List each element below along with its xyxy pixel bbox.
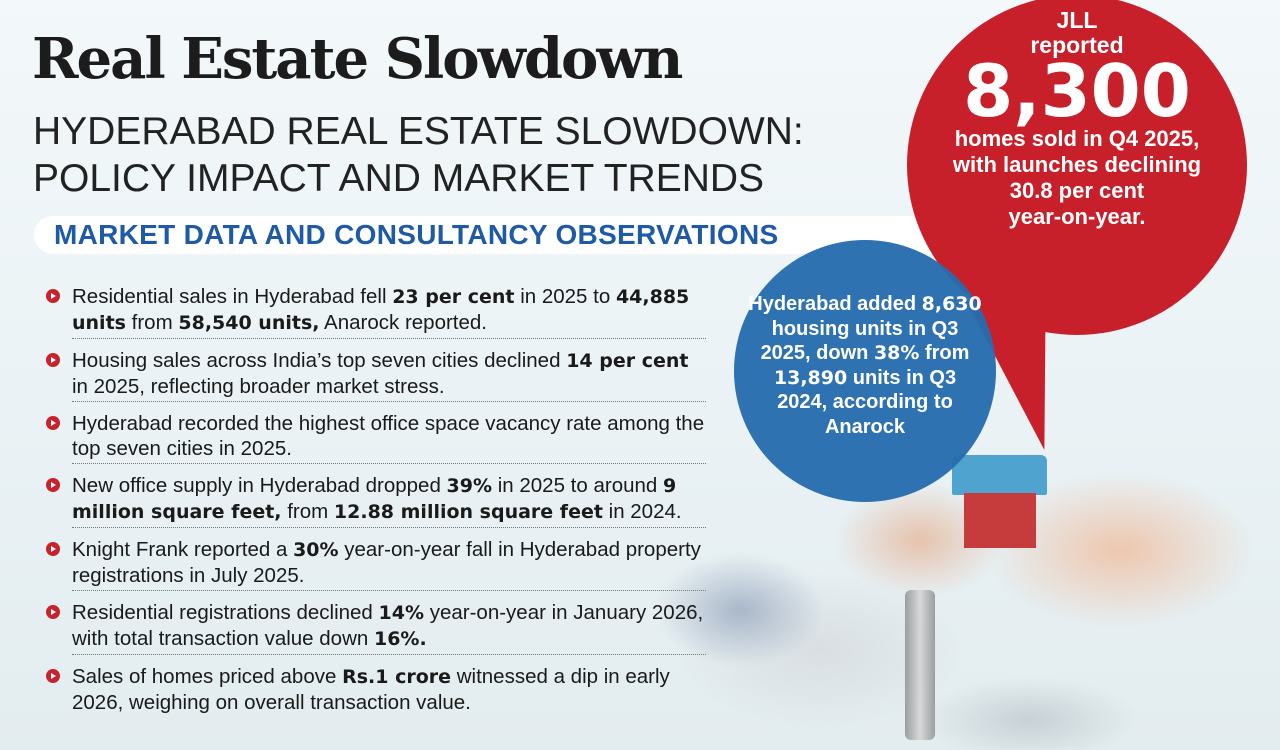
list-item: Residential registrations declined 14% y…	[46, 600, 706, 655]
text-segment: from	[919, 342, 970, 364]
text-segment: Knight Frank reported a	[72, 538, 294, 561]
highlight-text: 44,885 units	[72, 286, 690, 334]
dotted-divider	[72, 463, 706, 464]
highlight-text: 23 per cent	[392, 286, 515, 308]
bullet-arrow-icon	[46, 669, 60, 683]
text-segment: from	[125, 311, 179, 334]
bullet-arrow-icon	[46, 416, 60, 430]
red-bubble-line-1: JLL	[1056, 7, 1098, 33]
text-segment: from	[281, 500, 334, 523]
text-segment: units in Q3 2024, according to Anarock	[777, 366, 957, 438]
red-stat-bubble	[907, 0, 1247, 335]
subtitle-line-1: HYDERABAD REAL ESTATE SLOWDOWN:	[33, 110, 804, 153]
highlight-text: 38%	[873, 342, 920, 364]
bullet-arrow-icon	[46, 478, 60, 492]
text-segment: year-on-year fall in Hyderabad property …	[72, 538, 701, 587]
dotted-divider	[72, 527, 706, 528]
text-segment: housing units in Q3 2025, down	[760, 317, 959, 365]
highlight-text: 12.88 million square feet	[333, 501, 603, 523]
bullet-arrow-icon	[46, 542, 60, 556]
page-title: Real Estate Slowdown	[32, 26, 683, 92]
dotted-divider	[72, 401, 706, 402]
blue-stat-bubble	[734, 240, 996, 502]
red-bubble-rest-3: 30.8 per cent	[1009, 178, 1145, 203]
text-segment: New office supply in Hyderabad dropped	[72, 474, 447, 497]
text-segment: in 2025 to around	[492, 474, 663, 497]
subtitle-line-2: POLICY IMPACT AND MARKET TRENDS	[33, 157, 765, 200]
list-item: Sales of homes priced above Rs.1 crore w…	[46, 664, 706, 715]
dotted-divider	[72, 338, 706, 339]
text-segment: Hyderabad added	[748, 293, 922, 315]
text-segment: witnessed a dip in early 2026, weighing …	[72, 665, 670, 714]
section-banner-text: MARKET DATA AND CONSULTANCY OBSERVATIONS	[54, 219, 779, 250]
list-item: Knight Frank reported a 30% year-on-year…	[46, 537, 706, 591]
text-segment: in 2025 to	[514, 285, 616, 308]
list-item: New office supply in Hyderabad dropped 3…	[46, 473, 706, 528]
text-segment: Hyderabad recorded the highest office sp…	[72, 412, 705, 460]
highlight-text: 39%	[446, 475, 493, 497]
red-bubble-line-2: reported	[1030, 32, 1124, 58]
text-segment: Anarock reported.	[319, 311, 487, 334]
text-segment: in 2025, reflecting broader market stres…	[72, 375, 445, 398]
observations-list: Residential sales in Hyderabad fell 23 p…	[46, 284, 706, 724]
list-item: Hyderabad recorded the highest office sp…	[46, 411, 706, 464]
highlight-text: 14%	[378, 602, 425, 624]
highlight-text: 58,540 units,	[178, 312, 320, 334]
text-segment: Residential registrations declined	[72, 601, 379, 624]
subtitle: HYDERABAD REAL ESTATE SLOWDOWN: POLICY I…	[33, 108, 804, 202]
highlight-text: 14 per cent	[566, 350, 689, 372]
highlight-text: 16%.	[373, 628, 427, 650]
highlight-text: 30%	[293, 539, 339, 561]
red-bubble-big-number: 8,300	[963, 49, 1191, 133]
highlight-text: 9 million square feet,	[72, 475, 677, 523]
highlight-text: 8,630	[921, 293, 982, 315]
blue-bubble-text: Hyderabad added 8,630 housing units in Q…	[748, 292, 982, 439]
keys-image	[905, 590, 935, 740]
text-segment: year-on-year in January 2026, with total…	[72, 601, 704, 650]
red-bubble-rest-4: year-on-year.	[1008, 204, 1146, 229]
highlight-text: 13,890	[773, 366, 848, 389]
text-segment: Sales of homes priced above	[72, 665, 343, 688]
house-keychain-image	[952, 455, 1047, 550]
red-bubble-rest-2: with launches declining	[952, 152, 1202, 177]
red-bubble-text: JLL reported 8,300 homes sold in Q4 2025…	[917, 8, 1237, 230]
text-segment: Housing sales across India’s top seven c…	[72, 349, 567, 372]
text-segment: Residential sales in Hyderabad fell	[72, 285, 393, 308]
text-segment: in 2024.	[602, 500, 682, 523]
dotted-divider	[72, 654, 706, 655]
bullet-arrow-icon	[46, 289, 60, 303]
highlight-text: Rs.1 crore	[342, 666, 452, 688]
dotted-divider	[72, 590, 706, 591]
bullet-arrow-icon	[46, 353, 60, 367]
list-item: Housing sales across India’s top seven c…	[46, 348, 706, 402]
bullet-arrow-icon	[46, 605, 60, 619]
list-item: Residential sales in Hyderabad fell 23 p…	[46, 284, 706, 339]
red-bubble-rest-1: homes sold in Q4 2025,	[954, 126, 1200, 151]
section-banner: MARKET DATA AND CONSULTANCY OBSERVATIONS	[34, 216, 934, 254]
